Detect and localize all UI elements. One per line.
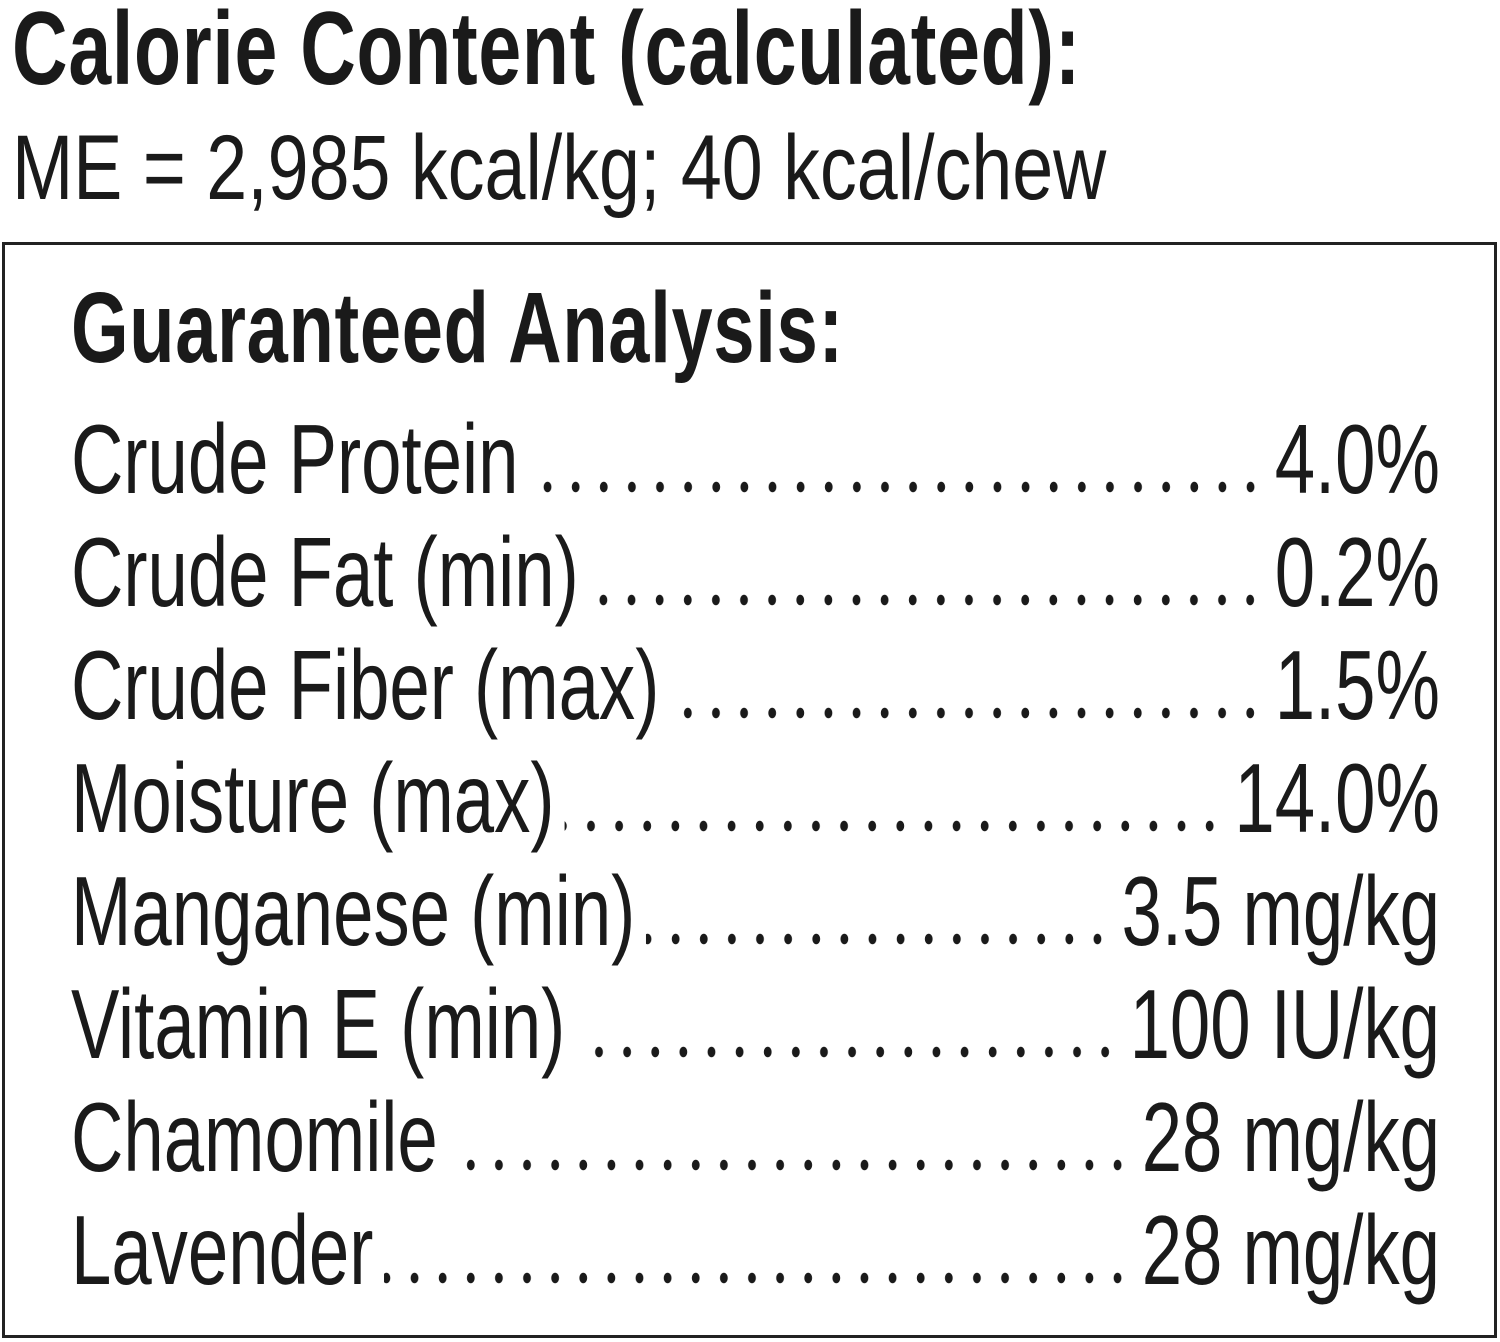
analysis-row: Vitamin E (min) 100 IU/kg	[71, 968, 1440, 1081]
guaranteed-analysis-heading: Guaranteed Analysis:	[71, 272, 844, 384]
nutrient-value: 4.0%	[1274, 404, 1440, 514]
nutrient-value: 100 IU/kg	[1129, 969, 1440, 1079]
nutrient-label: Lavender	[71, 1195, 374, 1305]
dot-leader	[564, 820, 1225, 832]
analysis-row: Crude Fat (min) 0.2%	[71, 516, 1440, 629]
nutrient-label: Moisture (max)	[71, 743, 555, 853]
analysis-rows: Crude Protein 4.0% Crude Fat (min) 0.2% Crud…	[71, 403, 1440, 1307]
dot-leader	[669, 707, 1265, 719]
calorie-content-title: Calorie Content (calculated):	[12, 0, 1082, 107]
nutrient-label: Crude Protein	[71, 404, 519, 514]
nutrient-value: 28 mg/kg	[1141, 1195, 1440, 1305]
nutrient-label: Crude Fat (min)	[71, 517, 579, 627]
nutrient-value: 14.0%	[1234, 743, 1440, 853]
nutrient-value: 3.5 mg/kg	[1121, 856, 1440, 966]
analysis-row: Crude Fiber (max) 1.5%	[71, 629, 1440, 742]
analysis-row: Chamomile 28 mg/kg	[71, 1081, 1440, 1194]
analysis-row: Manganese (min) 3.5 mg/kg	[71, 855, 1440, 968]
analysis-row: Lavender 28 mg/kg	[71, 1194, 1440, 1307]
dot-leader	[589, 594, 1265, 606]
nutrient-value: 28 mg/kg	[1141, 1082, 1440, 1192]
nutrient-value: 1.5%	[1274, 630, 1440, 740]
dot-leader	[528, 481, 1265, 493]
dot-leader	[645, 933, 1112, 945]
dot-leader	[575, 1046, 1120, 1058]
guaranteed-analysis-box: Guaranteed Analysis: Crude Protein 4.0% Cr…	[2, 242, 1497, 1338]
guaranteed-analysis-content: Guaranteed Analysis: Crude Protein 4.0% Cr…	[71, 273, 1440, 1307]
analysis-row: Crude Protein 4.0%	[71, 403, 1440, 516]
nutrient-value: 0.2%	[1274, 517, 1440, 627]
nutrient-label: Chamomile	[71, 1082, 438, 1192]
nutrient-label: Manganese (min)	[71, 856, 636, 966]
dot-leader	[448, 1159, 1132, 1171]
calorie-content-value: ME = 2,985 kcal/kg; 40 kcal/chew	[12, 117, 1107, 219]
nutrient-label: Crude Fiber (max)	[71, 630, 660, 740]
dot-leader	[383, 1272, 1132, 1284]
nutrient-label: Vitamin E (min)	[71, 969, 566, 1079]
analysis-row: Moisture (max) 14.0%	[71, 742, 1440, 855]
